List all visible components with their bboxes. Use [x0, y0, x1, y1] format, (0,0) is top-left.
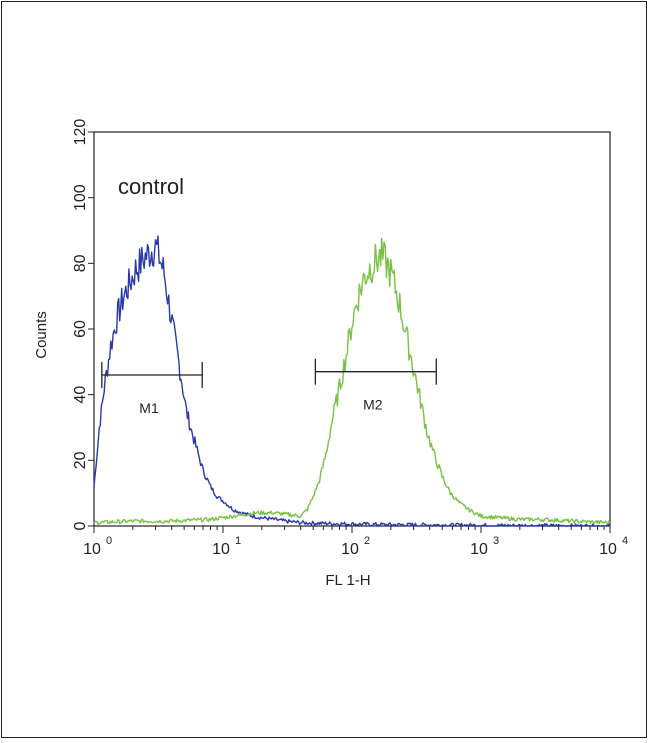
- y-axis-ticks: 0 20 40 60 80 100 120: [72, 119, 94, 530]
- y-tick-label: 80: [72, 254, 89, 272]
- marker-layer: M1 M2: [101, 358, 437, 416]
- marker-label: M1: [139, 400, 159, 416]
- y-tick-label: 0: [72, 521, 89, 530]
- series-layer: [93, 235, 611, 527]
- x-tick-exponent: 3: [493, 535, 499, 547]
- control-annotation: control: [118, 174, 184, 199]
- marker-m1: M1: [101, 361, 203, 416]
- x-tick-label: 10 1: [212, 535, 241, 558]
- y-tick-label: 20: [72, 451, 89, 469]
- x-axis-label: FL 1-H: [325, 572, 370, 589]
- x-tick-label: 10 3: [470, 535, 499, 558]
- x-tick-base: 10: [83, 541, 101, 558]
- x-tick-base: 10: [212, 541, 230, 558]
- series-2-line: [93, 237, 611, 526]
- marker-label: M2: [363, 397, 383, 413]
- y-tick-label: 60: [72, 320, 89, 338]
- y-tick-label: 100: [72, 184, 89, 211]
- x-tick-exponent: 2: [364, 535, 370, 547]
- x-tick-base: 10: [470, 541, 488, 558]
- x-tick-exponent: 4: [622, 535, 628, 547]
- marker-m2: M2: [314, 358, 437, 413]
- x-tick-label: 10 0: [83, 535, 112, 558]
- y-tick-label: 120: [72, 119, 89, 146]
- series-1-line: [93, 235, 611, 527]
- x-tick-exponent: 0: [106, 535, 112, 547]
- x-tick-label: 10 4: [599, 535, 628, 558]
- x-tick-base: 10: [599, 541, 617, 558]
- y-axis-label: Counts: [33, 311, 50, 359]
- x-tick-exponent: 1: [235, 535, 241, 547]
- x-axis-ticks: 10 0 10 1 10 2 10 3 10 4: [83, 526, 628, 558]
- x-tick-label: 10 2: [341, 535, 370, 558]
- x-tick-base: 10: [341, 541, 359, 558]
- y-tick-label: 40: [72, 386, 89, 404]
